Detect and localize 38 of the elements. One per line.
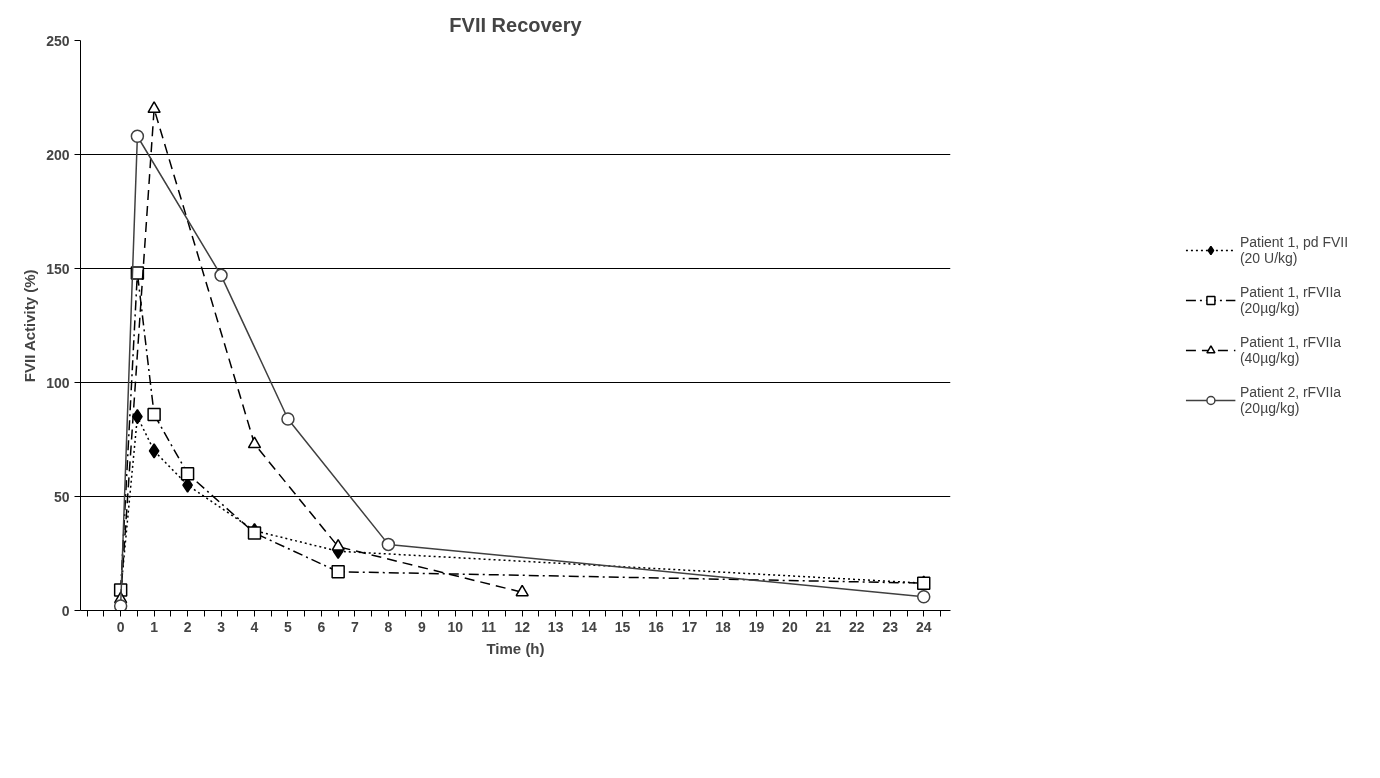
- legend-label: Patient 1, pd FVII (20 U/kg): [1239, 234, 1349, 266]
- x-tick-label: 22: [849, 618, 865, 635]
- x-tick-label: 19: [748, 618, 765, 635]
- x-tick-label: 18: [715, 618, 731, 635]
- x-tick-label: 20: [782, 618, 798, 635]
- x-tick-label: 2: [183, 618, 192, 635]
- y-tick-label: 250: [46, 32, 70, 49]
- x-tick-label: 13: [547, 618, 564, 635]
- chart-title: FVII Recovery: [449, 13, 583, 36]
- y-tick-label: 100: [46, 374, 70, 391]
- x-tick-label: 24: [915, 618, 932, 635]
- x-tick-label: 10: [447, 618, 464, 635]
- x-axis-title: Time (h): [486, 639, 545, 657]
- x-tick-label: 7: [350, 618, 359, 635]
- x-tick-label: 14: [581, 618, 598, 635]
- x-tick-label: 16: [648, 618, 665, 635]
- x-tick-label: 21: [815, 618, 832, 635]
- x-tick-label: 12: [514, 618, 531, 635]
- x-tick-label: 8: [384, 618, 393, 635]
- x-tick-label: 1: [150, 618, 159, 635]
- y-tick-label: 200: [46, 146, 70, 163]
- x-tick-label: 4: [250, 618, 259, 635]
- x-tick-label: 9: [417, 618, 426, 635]
- x-tick-label: 3: [217, 618, 226, 635]
- legend-label: Patient 2, rFVIIa (20µg/kg): [1239, 384, 1342, 416]
- y-axis-title: FVII Activity (%): [21, 269, 39, 383]
- x-tick-label: 5: [284, 618, 293, 635]
- x-tick-label: 23: [882, 618, 899, 635]
- legend-label: Patient 1, rFVIIa (20µg/kg): [1239, 284, 1342, 316]
- legend-label: Patient 1, rFVIIa (40µg/kg): [1239, 334, 1342, 366]
- x-tick-label: 0: [116, 618, 125, 635]
- x-tick-label: 11: [481, 618, 497, 635]
- x-tick-label: 17: [681, 618, 698, 635]
- x-tick-label: 15: [614, 618, 631, 635]
- y-tick-label: 50: [53, 488, 70, 505]
- y-tick-label: 150: [46, 260, 70, 277]
- x-tick-label: 6: [317, 618, 326, 635]
- y-tick-label: 0: [61, 602, 70, 619]
